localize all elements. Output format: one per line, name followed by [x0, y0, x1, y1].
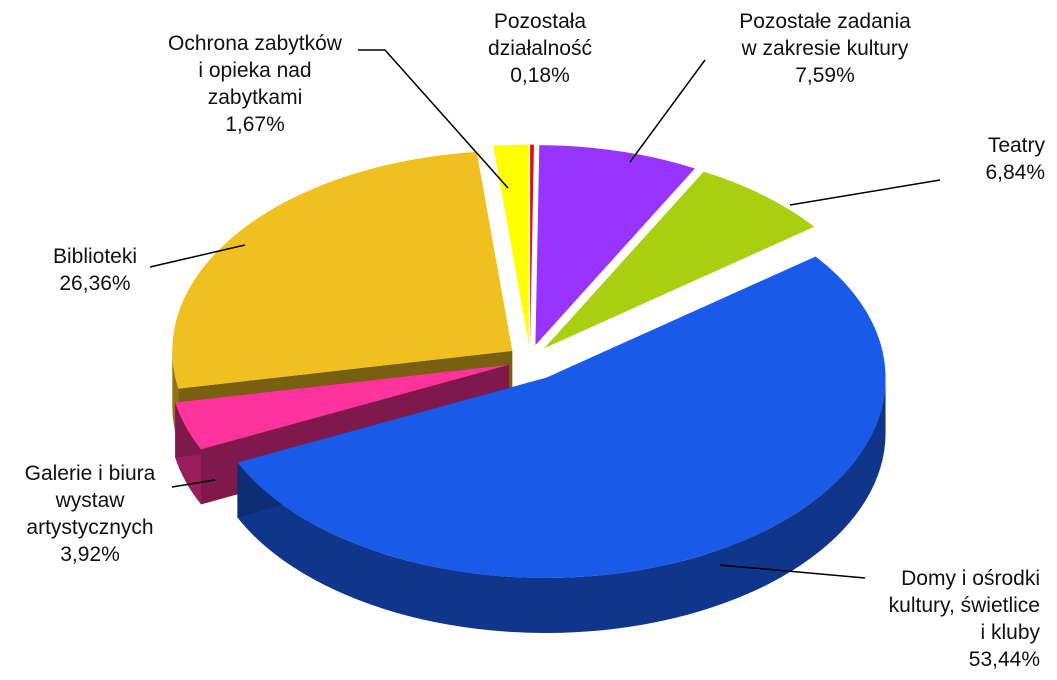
slice-label: Pozostała działalność 0,18% — [390, 8, 690, 89]
category-name: Teatry — [987, 134, 1045, 157]
slice-label: Pozostałe zadania w zakresie kultury 7,59… — [675, 8, 975, 89]
value-label: 3,92% — [60, 543, 120, 566]
slice — [530, 144, 534, 345]
category-name: Pozostała działalność — [488, 10, 592, 60]
value-label: 7,59% — [795, 64, 855, 87]
slice — [535, 145, 695, 346]
slice-wall-shade — [175, 364, 510, 458]
value-label: 0,18% — [510, 64, 570, 87]
slice — [175, 364, 510, 450]
slice — [544, 171, 815, 349]
value-label: 1,67% — [225, 113, 285, 136]
leader-line — [719, 564, 866, 579]
value-label: 26,36% — [59, 272, 131, 295]
leader-line — [358, 49, 509, 189]
slice — [172, 151, 513, 389]
value-label: 6,84% — [985, 161, 1045, 184]
category-name: Galerie i biura wystaw artystycznych — [24, 462, 156, 539]
leader-line — [149, 244, 246, 268]
slice-side — [237, 377, 886, 633]
slice-label: Ochrona zabytków i opieka nad zabytkami 1… — [105, 30, 405, 138]
category-name: Biblioteki — [52, 245, 138, 268]
category-name: Pozostałe zadania w zakresie kultury — [739, 10, 911, 60]
slice-label: Galerie i biura wystaw artystycznych 3,92… — [0, 460, 240, 568]
slice-side-shade — [237, 377, 886, 633]
category-name: Ochrona zabytków i opieka nad zabytkami — [168, 32, 342, 109]
category-name: Domy i ośrodki kultury, świetlice i klub… — [888, 567, 1040, 644]
slice — [237, 256, 886, 578]
slice-label: Teatry 6,84% — [985, 132, 1045, 186]
leader-line — [789, 179, 941, 206]
slice-label: Domy i ośrodki kultury, świetlice i klub… — [889, 565, 1040, 673]
leader-line — [629, 59, 706, 163]
leader-line — [171, 479, 216, 488]
slice-label: Biblioteki 26,36% — [0, 243, 245, 297]
value-label: 53,44% — [968, 648, 1040, 671]
slice — [493, 144, 529, 345]
